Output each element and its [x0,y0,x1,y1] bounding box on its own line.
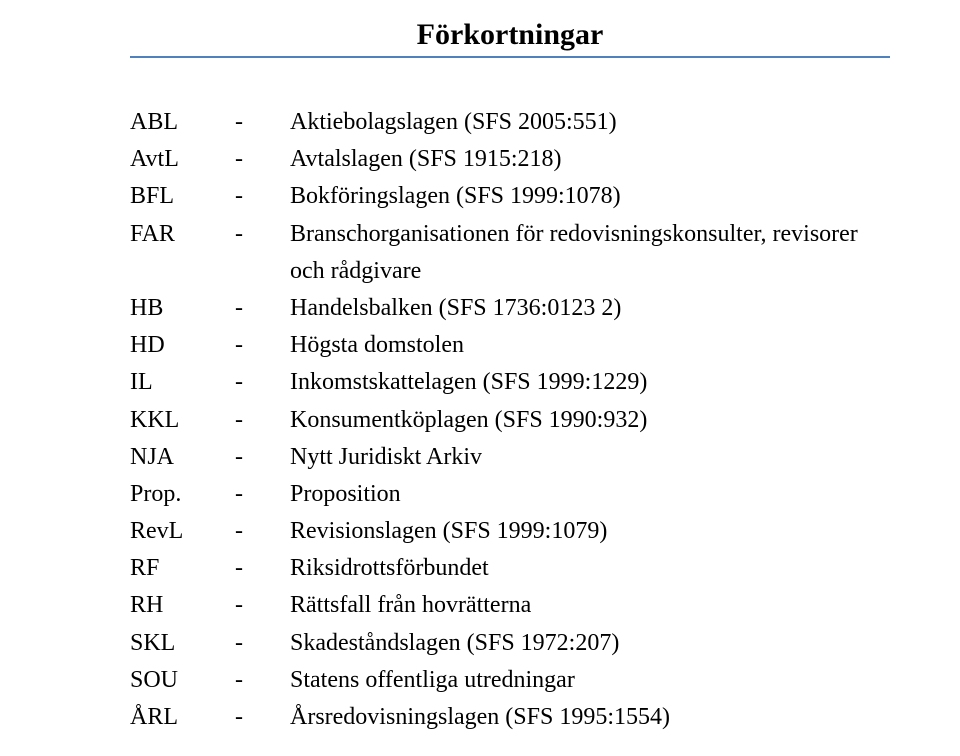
table-row: SOU-Statens offentliga utredningar [130,662,890,699]
definition-cell: Årsredovisningslagen (SFS 1995:1554) [290,699,890,736]
title-rule [130,56,890,58]
dash-cell: - [235,625,290,662]
definition-cell: Konsumentköplagen (SFS 1990:932) [290,402,890,439]
dash-cell: - [235,178,290,215]
table-row: Prop.-Proposition [130,476,890,513]
abbr-cell: HD [130,327,235,364]
table-row: BFL-Bokföringslagen (SFS 1999:1078) [130,178,890,215]
abbr-cell: IL [130,364,235,401]
dash-cell: - [235,327,290,364]
dash-cell: - [235,216,290,290]
definition-cell: Inkomstskattelagen (SFS 1999:1229) [290,364,890,401]
abbr-cell: HB [130,290,235,327]
abbr-cell: BFL [130,178,235,215]
table-row: HB-Handelsbalken (SFS 1736:0123 2) [130,290,890,327]
dash-cell: - [235,290,290,327]
abbr-cell: RevL [130,513,235,550]
abbr-cell: KKL [130,402,235,439]
page-title: Förkortningar [417,18,604,51]
dash-cell: - [235,699,290,736]
dash-cell: - [235,104,290,141]
table-row: RevL-Revisionslagen (SFS 1999:1079) [130,513,890,550]
abbreviation-table: ABL-Aktiebolagslagen (SFS 2005:551)AvtL-… [130,104,890,736]
definition-cell: Branschorganisationen för redovisningsko… [290,216,890,290]
abbr-cell: NJA [130,439,235,476]
abbr-cell: AvtL [130,141,235,178]
table-row: ÅRL-Årsredovisningslagen (SFS 1995:1554) [130,699,890,736]
table-row: AvtL-Avtalslagen (SFS 1915:218) [130,141,890,178]
definition-cell: Statens offentliga utredningar [290,662,890,699]
definition-cell: Avtalslagen (SFS 1915:218) [290,141,890,178]
definition-cell: Rättsfall från hovrätterna [290,587,890,624]
table-row: RH-Rättsfall från hovrätterna [130,587,890,624]
abbr-cell: RH [130,587,235,624]
dash-cell: - [235,550,290,587]
definition-cell: Riksidrottsförbundet [290,550,890,587]
abbr-cell: RF [130,550,235,587]
abbr-cell: ABL [130,104,235,141]
title-wrap: Förkortningar [130,18,890,52]
dash-cell: - [235,587,290,624]
table-row: FAR-Branschorganisationen för redovisnin… [130,216,890,290]
definition-cell: Proposition [290,476,890,513]
table-row: ABL-Aktiebolagslagen (SFS 2005:551) [130,104,890,141]
table-row: HD-Högsta domstolen [130,327,890,364]
dash-cell: - [235,476,290,513]
table-row: KKL-Konsumentköplagen (SFS 1990:932) [130,402,890,439]
definition-cell: Handelsbalken (SFS 1736:0123 2) [290,290,890,327]
dash-cell: - [235,439,290,476]
table-row: SKL-Skadeståndslagen (SFS 1972:207) [130,625,890,662]
definition-cell: Bokföringslagen (SFS 1999:1078) [290,178,890,215]
abbr-cell: ÅRL [130,699,235,736]
table-row: RF-Riksidrottsförbundet [130,550,890,587]
definition-cell: Högsta domstolen [290,327,890,364]
dash-cell: - [235,402,290,439]
dash-cell: - [235,141,290,178]
table-row: IL-Inkomstskattelagen (SFS 1999:1229) [130,364,890,401]
definition-cell: Skadeståndslagen (SFS 1972:207) [290,625,890,662]
definition-cell: Nytt Juridiskt Arkiv [290,439,890,476]
abbreviation-table-body: ABL-Aktiebolagslagen (SFS 2005:551)AvtL-… [130,104,890,736]
page: Förkortningar ABL-Aktiebolagslagen (SFS … [0,0,960,756]
abbr-cell: SOU [130,662,235,699]
table-row: NJA-Nytt Juridiskt Arkiv [130,439,890,476]
dash-cell: - [235,364,290,401]
dash-cell: - [235,513,290,550]
definition-cell: Aktiebolagslagen (SFS 2005:551) [290,104,890,141]
dash-cell: - [235,662,290,699]
definition-cell: Revisionslagen (SFS 1999:1079) [290,513,890,550]
abbr-cell: FAR [130,216,235,290]
abbr-cell: SKL [130,625,235,662]
abbr-cell: Prop. [130,476,235,513]
